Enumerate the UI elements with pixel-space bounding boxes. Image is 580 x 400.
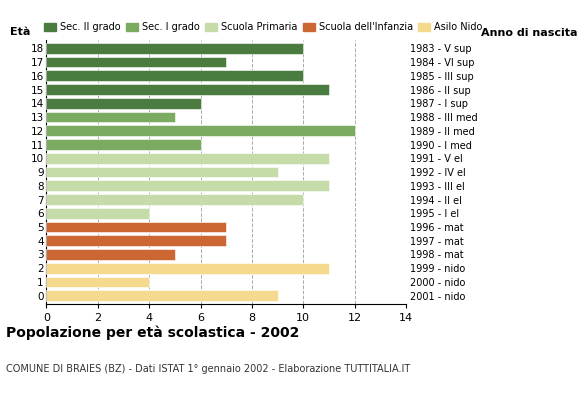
Text: Popolazione per età scolastica - 2002: Popolazione per età scolastica - 2002: [6, 326, 299, 340]
Bar: [46, 222, 226, 232]
Bar: [46, 84, 329, 95]
Bar: [46, 125, 354, 136]
Text: Età: Età: [10, 27, 31, 37]
Bar: [46, 277, 149, 287]
Bar: [46, 290, 278, 301]
Bar: [46, 180, 329, 191]
Bar: [46, 139, 201, 150]
Bar: [46, 153, 329, 164]
Text: Anno di nascita: Anno di nascita: [481, 28, 577, 38]
Bar: [46, 194, 303, 205]
Legend: Sec. II grado, Sec. I grado, Scuola Primaria, Scuola dell'Infanzia, Asilo Nido: Sec. II grado, Sec. I grado, Scuola Prim…: [44, 22, 483, 32]
Bar: [46, 98, 201, 109]
Bar: [46, 263, 329, 274]
Bar: [46, 167, 278, 177]
Bar: [46, 112, 175, 122]
Text: COMUNE DI BRAIES (BZ) - Dati ISTAT 1° gennaio 2002 - Elaborazione TUTTITALIA.IT: COMUNE DI BRAIES (BZ) - Dati ISTAT 1° ge…: [6, 364, 410, 374]
Bar: [46, 249, 175, 260]
Bar: [46, 57, 226, 67]
Bar: [46, 43, 303, 54]
Bar: [46, 70, 303, 81]
Bar: [46, 235, 226, 246]
Bar: [46, 208, 149, 219]
